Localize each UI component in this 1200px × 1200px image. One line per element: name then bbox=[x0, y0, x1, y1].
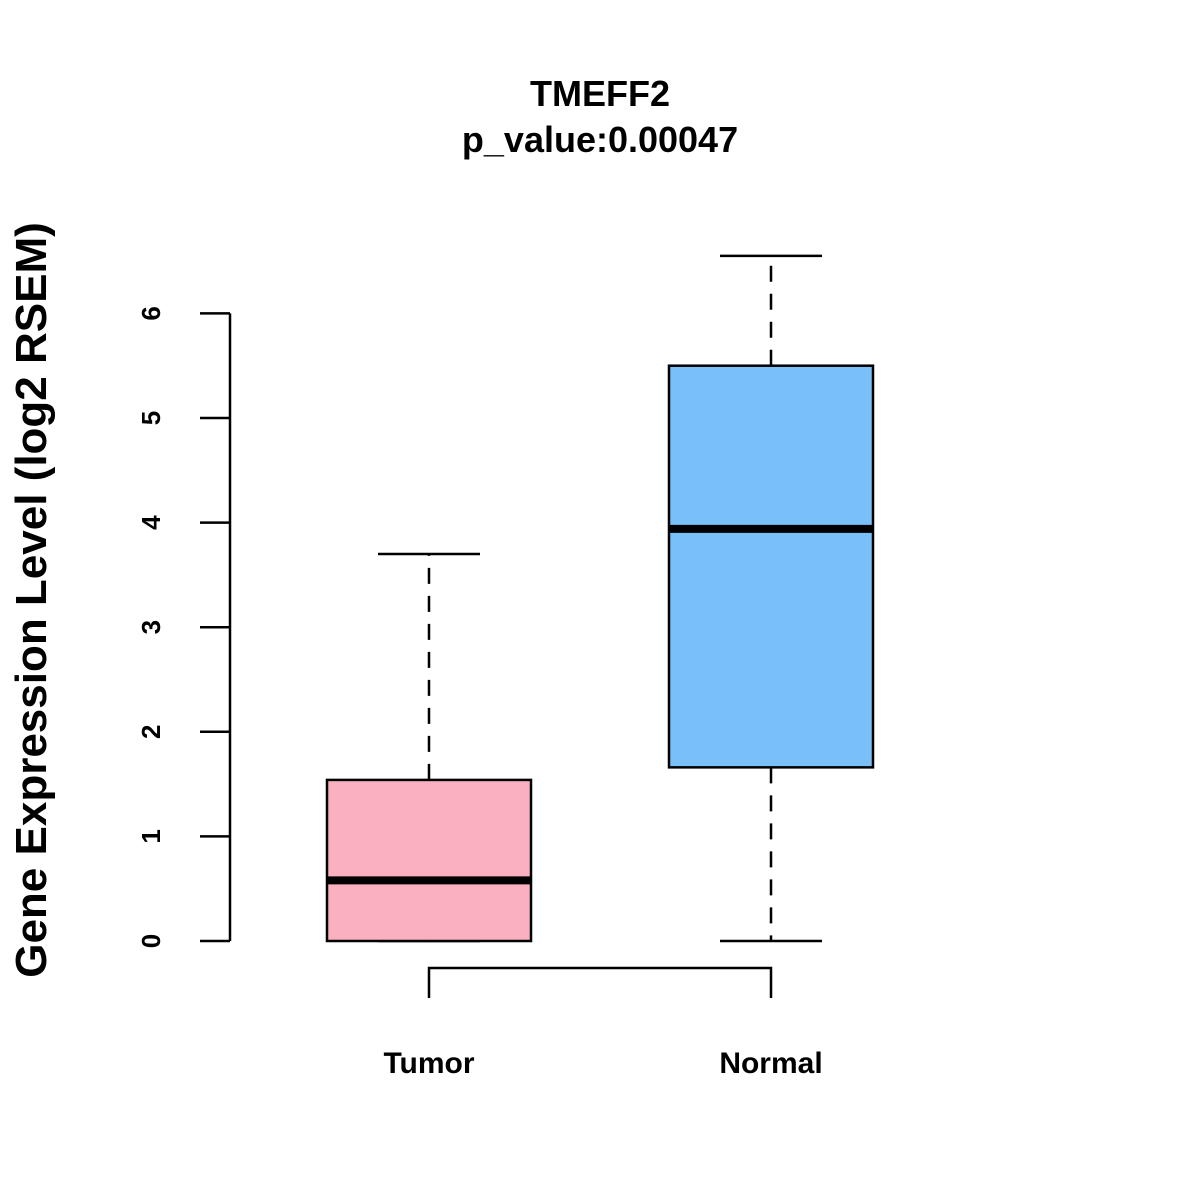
bracket-line bbox=[427, 966, 773, 998]
category-label-normal: Normal bbox=[719, 1047, 822, 1080]
y-tick-label-2: 2 bbox=[136, 725, 166, 739]
box-normal bbox=[667, 254, 875, 943]
category-labels: Tumor Normal bbox=[383, 1047, 822, 1080]
y-tick-label-0: 0 bbox=[136, 934, 166, 948]
y-axis: 0 1 2 3 4 5 6 bbox=[136, 306, 232, 948]
y-tick-label-1: 1 bbox=[136, 829, 166, 843]
box-body-tumor bbox=[325, 778, 533, 943]
y-tick-label-6: 6 bbox=[136, 306, 166, 320]
comparison-bracket bbox=[427, 966, 773, 998]
chart-title: TMEFF2 bbox=[530, 73, 670, 114]
box-tumor bbox=[325, 552, 533, 943]
y-tick-label-4: 4 bbox=[136, 515, 166, 530]
category-label-tumor: Tumor bbox=[383, 1047, 474, 1080]
chart-subtitle: p_value:0.00047 bbox=[462, 119, 738, 160]
y-axis-label: Gene Expression Level (log2 RSEM) bbox=[7, 222, 56, 978]
box-body-normal bbox=[667, 364, 875, 769]
y-tick-label-3: 3 bbox=[136, 620, 166, 634]
boxes-group bbox=[325, 254, 875, 943]
y-tick-label-5: 5 bbox=[136, 411, 166, 425]
